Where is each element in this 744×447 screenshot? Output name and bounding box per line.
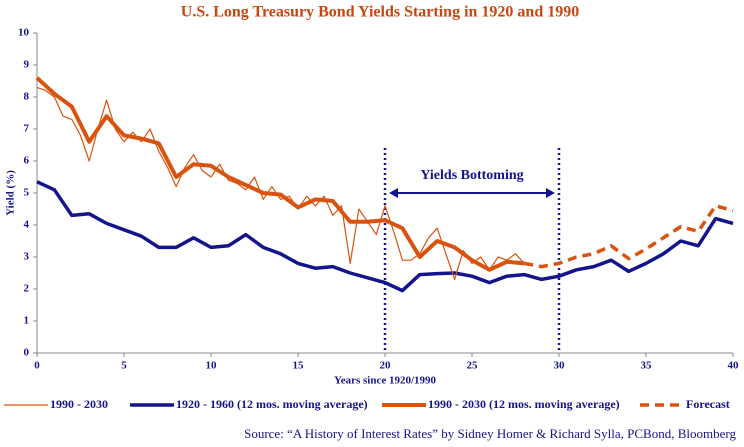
y-tick-label: 2 bbox=[24, 283, 30, 295]
y-axis-label: Yield (%) bbox=[5, 170, 17, 216]
y-tick-label: 1 bbox=[24, 315, 30, 327]
y-tick-label: 5 bbox=[24, 187, 30, 199]
arrow-head bbox=[546, 188, 555, 198]
annotation-text: Yields Bottoming bbox=[420, 168, 523, 183]
source-note: Source: “A History of Interest Rates” by… bbox=[244, 426, 736, 441]
x-tick-label: 0 bbox=[34, 360, 40, 372]
y-tick-label: 6 bbox=[24, 155, 30, 167]
arrow-head bbox=[389, 188, 398, 198]
legend-label: 1990 - 2030 (12 mos. moving average) bbox=[428, 397, 620, 411]
x-tick-label: 10 bbox=[206, 360, 218, 372]
y-tick-label: 10 bbox=[18, 27, 30, 39]
chart-title: U.S. Long Treasury Bond Yields Starting … bbox=[181, 4, 579, 21]
x-tick-label: 30 bbox=[554, 360, 566, 372]
legend-label: 1990 - 2030 bbox=[50, 397, 108, 411]
series-line bbox=[35, 76, 525, 272]
y-tick-label: 4 bbox=[24, 219, 30, 231]
x-tick-label: 15 bbox=[293, 360, 305, 372]
y-tick-label: 3 bbox=[24, 251, 30, 263]
series-line bbox=[36, 86, 525, 280]
legend-label: Forecast bbox=[686, 397, 730, 411]
x-tick-label: 20 bbox=[380, 360, 392, 372]
y-tick-label: 7 bbox=[24, 123, 30, 135]
y-tick-label: 0 bbox=[24, 347, 30, 359]
y-tick-label: 8 bbox=[24, 91, 30, 103]
x-tick-label: 40 bbox=[728, 360, 740, 372]
y-tick-label: 9 bbox=[24, 59, 30, 71]
series-line bbox=[523, 204, 734, 269]
x-axis-label: Years since 1920/1990 bbox=[334, 375, 437, 387]
x-tick-label: 35 bbox=[641, 360, 653, 372]
x-tick-label: 5 bbox=[121, 360, 127, 372]
legend-label: 1920 - 1960 (12 mos. moving average) bbox=[176, 397, 368, 411]
series-line bbox=[36, 180, 734, 293]
x-tick-label: 25 bbox=[467, 360, 479, 372]
